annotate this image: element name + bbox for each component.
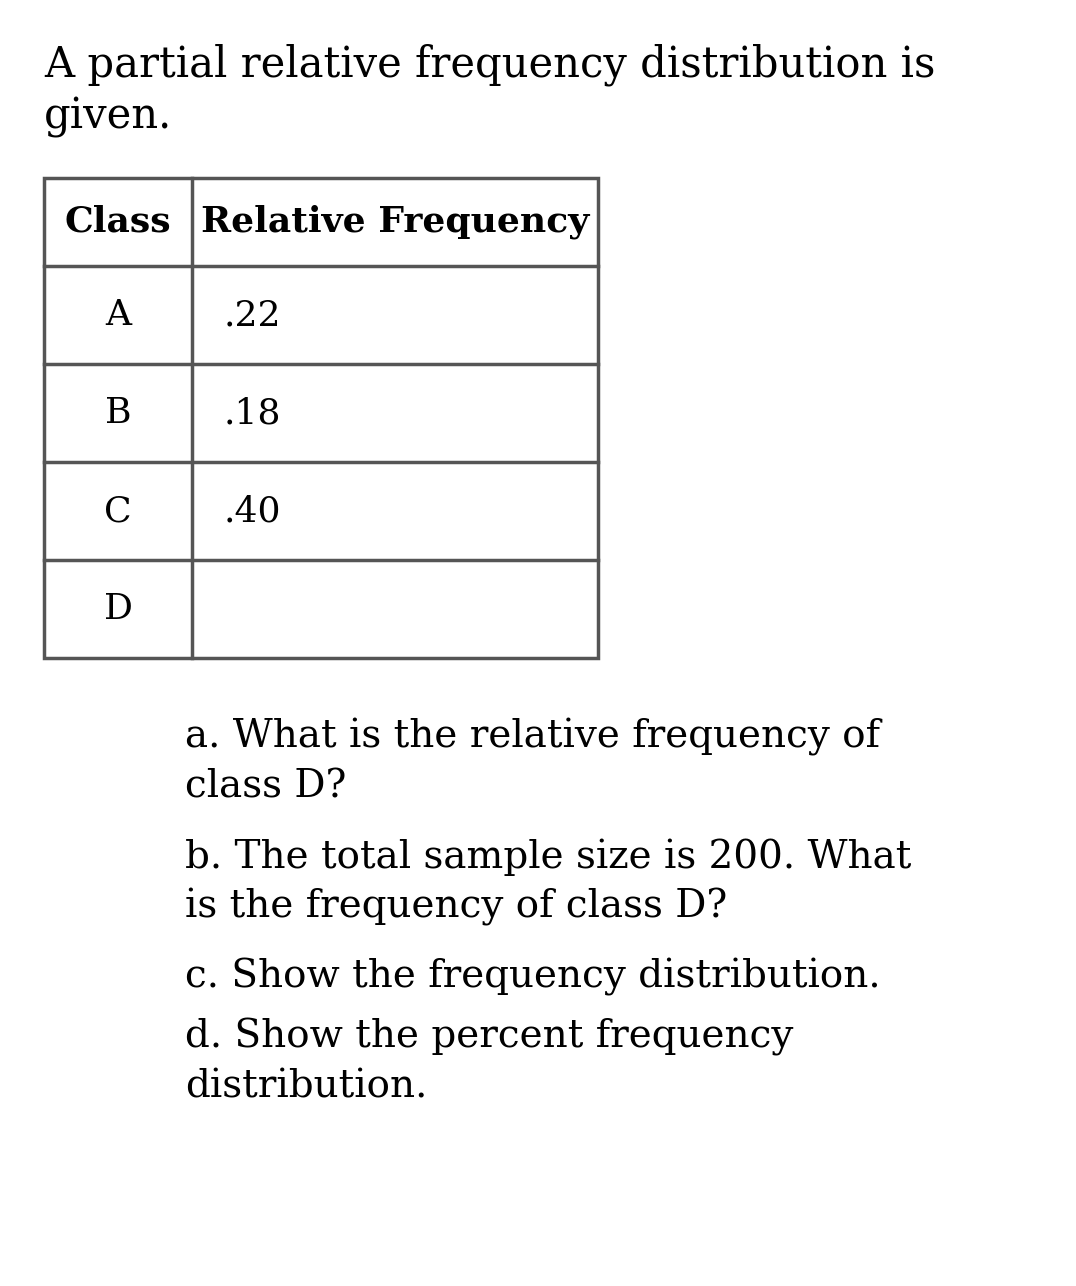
Bar [44, 177, 598, 658]
Text: a. What is the relative frequency of: a. What is the relative frequency of [185, 718, 880, 756]
Text: c. Show the frequency distribution.: c. Show the frequency distribution. [185, 958, 880, 995]
Text: given.: given. [44, 96, 172, 138]
Text: class D?: class D? [185, 768, 346, 805]
Text: .22: .22 [224, 298, 282, 332]
Text: C: C [104, 494, 132, 529]
Text: Relative Frequency: Relative Frequency [201, 204, 590, 239]
Text: B: B [104, 396, 131, 430]
Text: A partial relative frequency distribution is: A partial relative frequency distributio… [44, 44, 935, 86]
Text: .40: .40 [224, 494, 282, 529]
Text: .18: .18 [224, 396, 282, 430]
Text: distribution.: distribution. [185, 1067, 427, 1105]
Text: d. Show the percent frequency: d. Show the percent frequency [185, 1019, 793, 1056]
Text: A: A [105, 298, 131, 332]
Text: is the frequency of class D?: is the frequency of class D? [185, 889, 727, 926]
Text: D: D [103, 592, 132, 626]
Text: b. The total sample size is 200. What: b. The total sample size is 200. What [185, 838, 911, 876]
Text: Class: Class [65, 204, 171, 239]
